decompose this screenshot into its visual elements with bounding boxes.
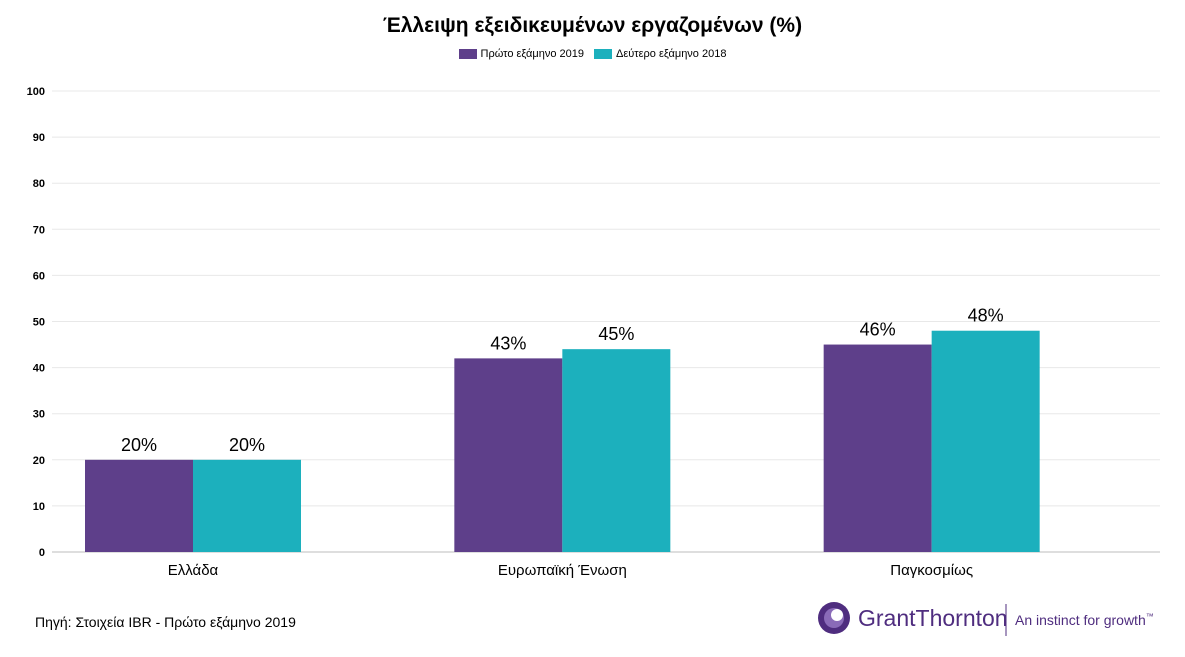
legend-item-series-2[interactable]: Δεύτερο εξάμηνο 2018: [594, 48, 726, 60]
y-tick-label: 60: [33, 270, 45, 282]
data-label: 48%: [968, 306, 1004, 326]
data-label: 20%: [121, 435, 157, 455]
y-tick-label: 100: [27, 86, 45, 98]
legend-label: Δεύτερο εξάμηνο 2018: [616, 48, 727, 60]
bar: [85, 459, 193, 552]
y-tick-label: 50: [33, 317, 45, 329]
y-tick-label: 70: [33, 224, 45, 236]
y-tick-label: 20: [33, 455, 45, 467]
y-tick-label: 0: [39, 547, 45, 559]
legend-swatch: [594, 49, 613, 59]
y-tick-label: 90: [33, 132, 45, 144]
bar: [823, 344, 932, 552]
source-note: Πηγή: Στοιχεία IBR - Πρώτο εξάμηνο 2019: [35, 614, 296, 630]
bar: [931, 330, 1040, 552]
y-tick-label: 10: [33, 501, 45, 513]
data-label: 43%: [490, 333, 526, 353]
y-tick-label: 30: [33, 409, 45, 421]
y-tick-label: 40: [33, 363, 45, 375]
chart-title: Έλλειψη εξειδικευμένων εργαζομένων (%): [382, 14, 803, 37]
data-label: 46%: [860, 320, 896, 340]
data-label: 45%: [598, 324, 634, 344]
data-label: 20%: [229, 435, 265, 455]
brand-logo: GrantThornton An instinct for growth™: [818, 602, 1154, 636]
bar-chart: 0 10 20 30 40 50 60 70 80 90 100 20% 20% Ελλάδα 43% 45%…: [27, 86, 1160, 579]
x-category-label: Ελλάδα: [168, 562, 219, 579]
brand-name: GrantThornton: [858, 605, 1008, 631]
bar: [193, 459, 301, 552]
legend-swatch: [458, 49, 477, 59]
x-category-label: Παγκοσμίως: [890, 562, 973, 579]
bar: [454, 358, 563, 552]
legend-label: Πρώτο εξάμηνο 2019: [480, 48, 585, 60]
x-category-label: Ευρωπαϊκή Ένωση: [498, 562, 627, 579]
y-tick-label: 80: [33, 178, 45, 190]
grant-thornton-logo-icon: [818, 602, 850, 634]
brand-tagline: An instinct for growth™: [1015, 612, 1154, 628]
bar: [562, 349, 671, 552]
legend: Πρώτο εξάμηνο 2019 Δεύτερο εξάμηνο 2018: [0, 48, 1185, 60]
legend-item-series-1[interactable]: Πρώτο εξάμηνο 2019: [458, 48, 585, 60]
